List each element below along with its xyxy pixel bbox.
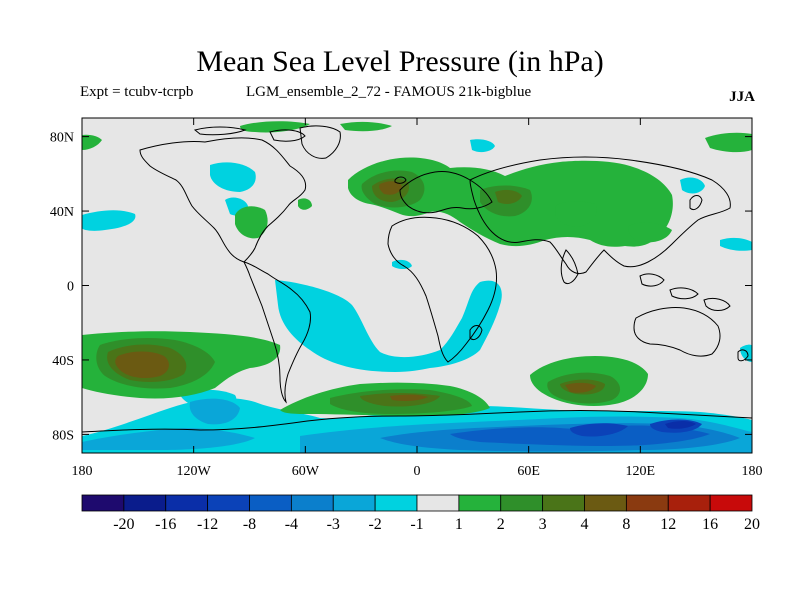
colorbar-label: -16: [155, 516, 176, 533]
colorbar-label: -4: [285, 516, 298, 533]
chart-title: Mean Sea Level Pressure (in hPa): [196, 45, 604, 78]
colorbar-label: 4: [581, 516, 589, 533]
run-label: LGM_ensemble_2_72 - FAMOUS 21k-bigblue: [246, 84, 532, 100]
colorbar-swatch: [584, 494, 627, 512]
colorbar-swatch: [81, 494, 125, 512]
lon-tick-label: 60E: [517, 464, 540, 479]
lat-tick-label: 80S: [52, 428, 74, 443]
season-label: JJA: [729, 89, 755, 105]
anomaly-plus-4-regions: [115, 181, 596, 401]
colorbar-swatch: [249, 494, 292, 512]
lon-tick-label: 120E: [626, 464, 656, 479]
lon-tick-label: 60W: [292, 464, 320, 479]
lon-tick-label: 0: [414, 464, 421, 479]
lon-tick-label: 180: [742, 464, 763, 479]
colorbar-swatch: [458, 494, 502, 512]
colorbar-label: 8: [622, 516, 630, 533]
colorbar-label: -20: [113, 516, 134, 533]
anomaly-minus-12-regions: [665, 421, 696, 429]
lat-tick-label: 40N: [50, 205, 74, 220]
colorbar-label: -1: [410, 516, 423, 533]
lat-tick-label: 0: [67, 280, 74, 295]
colorbar-swatch: [500, 494, 544, 512]
colorbar-label: -2: [368, 516, 381, 533]
colorbar-swatch: [667, 494, 711, 512]
colorbar-label: 2: [497, 516, 505, 533]
colorbar-swatch: [709, 494, 753, 512]
colorbar-swatch: [165, 494, 209, 512]
colorbar-label: -8: [243, 516, 256, 533]
colorbar-label: 20: [744, 516, 760, 533]
lon-tick-label: 120W: [177, 464, 212, 479]
colorbar-swatch: [374, 494, 418, 512]
colorbar-swatch: [625, 494, 669, 512]
colorbar-label: -12: [197, 516, 218, 533]
coastlines: [82, 125, 752, 433]
colorbar-swatch: [332, 494, 376, 512]
colorbar-label: 3: [539, 516, 547, 533]
colorbar-swatch: [290, 494, 334, 512]
colorbar-label: -3: [327, 516, 340, 533]
contour-fills: [82, 121, 752, 453]
colorbar-swatch: [123, 494, 167, 512]
colorbar-swatch: [416, 494, 460, 512]
colorbar-swatch: [207, 494, 250, 512]
colorbar-swatch: [542, 494, 585, 512]
latitude-axis: 80N 40N 0 40S 80S: [50, 131, 752, 443]
lat-tick-label: 80N: [50, 131, 74, 146]
colorbar-label: 1: [455, 516, 463, 533]
lon-tick-label: 180: [72, 464, 93, 479]
colorbar-label: 12: [660, 516, 676, 533]
experiment-label: Expt = tcubv-tcrpb: [80, 84, 194, 100]
lat-tick-label: 40S: [52, 354, 74, 369]
colorbar-label: 16: [702, 516, 718, 533]
anomaly-minus-4-regions: [450, 425, 710, 446]
longitude-axis: 180 120W 60W 0 60E 120E 180: [72, 118, 763, 479]
colorbar: -20 -16 -12 -8 -4 -3 -2 -1 1 2 3 4 8 12 16 20: [81, 494, 760, 533]
